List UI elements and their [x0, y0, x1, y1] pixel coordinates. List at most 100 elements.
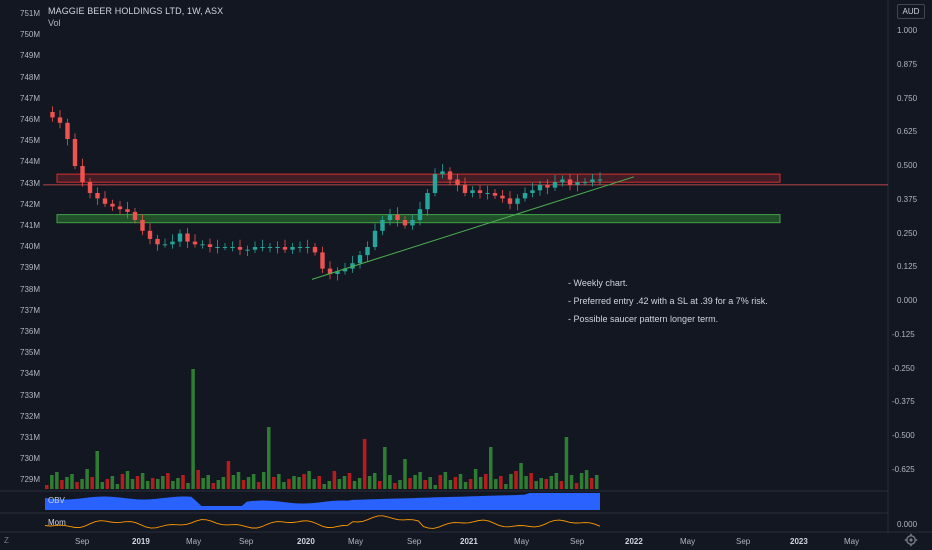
- time-tick-label: Sep: [239, 537, 254, 546]
- price-tick-label: -0.125: [892, 329, 915, 339]
- candle-body: [395, 214, 400, 220]
- volume-bar: [524, 476, 528, 489]
- volume-bar: [428, 477, 432, 489]
- obv-pane-label[interactable]: OBV: [48, 496, 65, 505]
- candle-body: [312, 247, 318, 253]
- momentum-zero-label: 0.000: [897, 520, 918, 529]
- volume-bar: [130, 479, 135, 489]
- candle-body: [260, 247, 265, 248]
- volume-bar: [100, 482, 105, 489]
- time-tick-label: Sep: [407, 537, 422, 546]
- settings-gear-icon[interactable]: [904, 533, 918, 547]
- momentum-pane-label[interactable]: Mom: [48, 518, 66, 527]
- candle-body: [432, 174, 438, 193]
- volume-bar: [65, 477, 69, 489]
- candle-body: [425, 193, 430, 210]
- candle-body: [162, 244, 168, 246]
- time-tick-label: Sep: [736, 537, 751, 546]
- volume-bar: [206, 475, 210, 489]
- volume-bar: [327, 481, 332, 489]
- volume-bar: [453, 477, 458, 489]
- time-tick-label: May: [680, 537, 696, 546]
- time-tick-label: Sep: [75, 537, 90, 546]
- volume-tick-label: 734M: [20, 369, 41, 379]
- volume-bar: [332, 471, 337, 489]
- volume-bar: [554, 473, 559, 489]
- volume-bar: [468, 479, 473, 489]
- volume-bar: [171, 481, 175, 489]
- candle-body: [417, 209, 423, 220]
- candle-body: [275, 247, 280, 248]
- price-tick-label: 0.375: [897, 194, 918, 204]
- volume-tick-label: 751M: [20, 9, 41, 18]
- candle-body: [470, 190, 475, 193]
- volume-bar: [50, 475, 54, 489]
- candle-body: [215, 247, 220, 248]
- candle-body: [95, 193, 100, 199]
- volume-bar: [579, 473, 584, 489]
- price-tick-label: -0.625: [892, 464, 915, 474]
- candles: [50, 106, 603, 281]
- volume-bar: [403, 459, 407, 489]
- volume-tick-label: 740M: [20, 242, 41, 252]
- candle-body: [485, 193, 490, 194]
- candle-body: [117, 206, 123, 210]
- volume-bar: [95, 451, 99, 489]
- candle-body: [537, 184, 543, 191]
- volume-tick-label: 735M: [20, 348, 41, 358]
- candle-body: [50, 112, 55, 118]
- candle-body: [282, 247, 288, 250]
- candle-body: [447, 171, 453, 180]
- volume-bar: [398, 480, 402, 489]
- volume-indicator-label[interactable]: Vol: [48, 18, 61, 28]
- volume-bar: [584, 470, 589, 489]
- volume-bar: [196, 470, 200, 489]
- volume-bar: [539, 478, 543, 489]
- timezone-button[interactable]: Z: [4, 536, 9, 545]
- candle-body: [327, 268, 333, 274]
- volume-bar: [529, 473, 533, 489]
- candle-body: [57, 117, 63, 123]
- candle-body: [80, 166, 85, 183]
- price-tick-label: 0.625: [897, 127, 918, 137]
- volume-tick-label: 739M: [20, 263, 41, 273]
- volume-tick-label: 733M: [20, 390, 41, 400]
- volume-bar: [499, 476, 503, 489]
- volume-bar: [463, 482, 468, 489]
- price-tick-label: 0.000: [897, 296, 918, 305]
- candle-body: [582, 182, 588, 184]
- volume-bar: [287, 479, 291, 489]
- currency-badge[interactable]: AUD: [897, 4, 925, 19]
- candle-body: [590, 179, 595, 183]
- candle-body: [207, 244, 213, 247]
- candle-body: [305, 247, 310, 248]
- candle-body: [87, 182, 93, 193]
- volume-tick-label: 737M: [20, 305, 41, 315]
- volume-bar: [549, 476, 554, 489]
- volume-bar: [534, 481, 538, 489]
- price-tick-label: -0.500: [892, 431, 915, 440]
- time-tick-label: May: [844, 537, 860, 546]
- volume-bar: [489, 447, 493, 489]
- time-tick-label: May: [514, 537, 530, 546]
- volume-bar: [514, 471, 518, 489]
- volume-bar: [211, 483, 216, 489]
- candle-body: [297, 247, 303, 248]
- candle-body: [515, 198, 520, 204]
- volume-tick-label: 744M: [20, 157, 41, 167]
- volume-bar: [267, 427, 271, 489]
- candle-body: [560, 179, 565, 183]
- note-line-2: - Preferred entry .42 with a SL at .39 f…: [568, 296, 768, 306]
- volume-bar: [261, 472, 266, 489]
- candle-body: [192, 241, 198, 245]
- time-tick-label: 2022: [625, 537, 643, 546]
- volume-tick-label: 729M: [20, 475, 41, 485]
- volume-bar: [90, 477, 94, 489]
- candle-body: [72, 139, 78, 166]
- candle-body: [500, 195, 505, 199]
- candle-body: [402, 220, 408, 226]
- candle-body: [245, 249, 250, 251]
- volume-bar: [438, 475, 443, 489]
- volume-bar: [519, 463, 523, 489]
